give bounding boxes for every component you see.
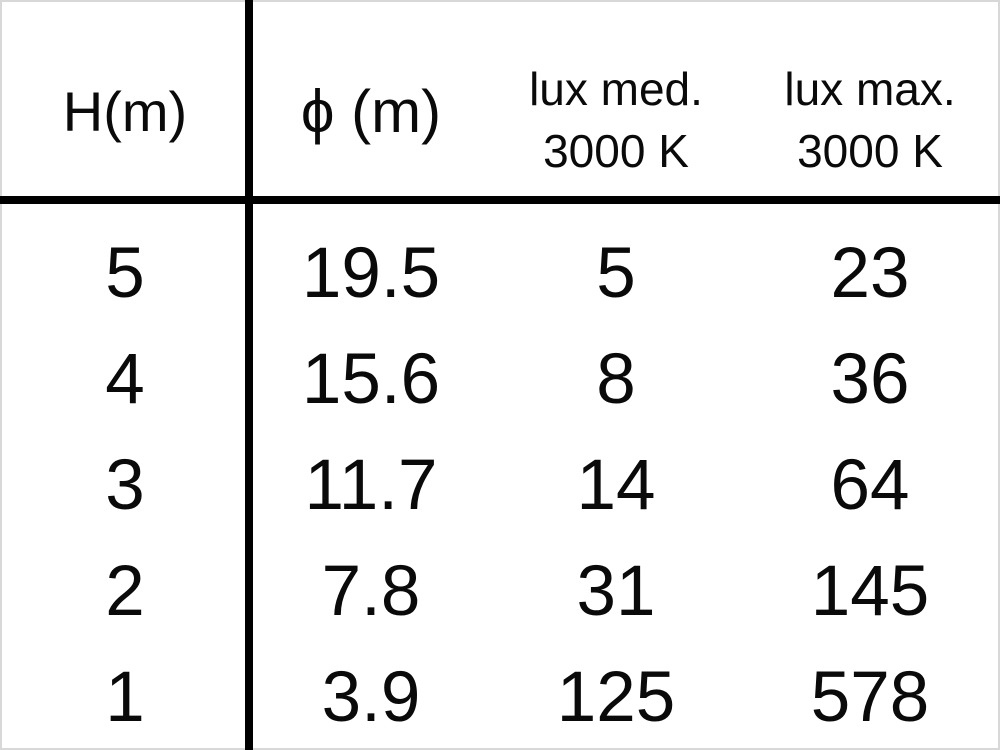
- cell-diameter-row0: 19.5: [301, 233, 441, 313]
- cell-lux-med-row4: 125: [556, 657, 676, 737]
- cell-lux-med-row0: 5: [596, 233, 636, 313]
- cell-lux-max-row0: 23: [830, 233, 910, 313]
- header-lux-max-sublabel: 3000 K: [797, 125, 943, 177]
- cell-diameter-row2: 11.7: [304, 445, 438, 525]
- cell-h-row1: 4: [105, 339, 145, 419]
- header-lux-max-label: lux max.: [784, 63, 956, 115]
- first-column-divider-line: [245, 0, 253, 750]
- header-lux-med-sublabel: 3000 K: [543, 125, 689, 177]
- cell-lux-med-row3: 31: [576, 551, 656, 631]
- cell-lux-max-row2: 64: [830, 445, 910, 525]
- table-body: 5 19.5 5 23 4 15.6 8 36 3 11.7 14 64 2 7…: [0, 204, 1000, 750]
- cell-lux-med-row2: 14: [576, 445, 656, 525]
- header-diameter-label: ϕ (m): [300, 77, 442, 145]
- cell-diameter-row4: 3.9: [321, 657, 421, 737]
- table-header-row: H(m) ϕ (m) lux med. 3000 K lux max. 3000…: [0, 0, 1000, 196]
- cell-h-row2: 3: [105, 445, 145, 525]
- cell-diameter-row3: 7.8: [321, 551, 421, 631]
- cell-lux-max-row3: 145: [810, 551, 930, 631]
- cell-lux-max-row4: 578: [810, 657, 930, 737]
- cell-lux-med-row1: 8: [596, 339, 636, 419]
- cell-h-row0: 5: [105, 233, 145, 313]
- header-height-label: H(m): [62, 79, 188, 143]
- cell-h-row4: 1: [105, 657, 145, 737]
- header-divider-line: [0, 196, 1000, 204]
- cell-h-row3: 2: [105, 551, 145, 631]
- cell-diameter-row1: 15.6: [301, 339, 441, 419]
- header-height-column: H(m): [0, 0, 250, 196]
- header-lux-med-column: lux med. 3000 K: [492, 0, 740, 196]
- cell-lux-max-row1: 36: [830, 339, 910, 419]
- header-lux-med-label: lux med.: [529, 63, 703, 115]
- header-diameter-column: ϕ (m): [250, 0, 492, 196]
- header-lux-max-column: lux max. 3000 K: [740, 0, 1000, 196]
